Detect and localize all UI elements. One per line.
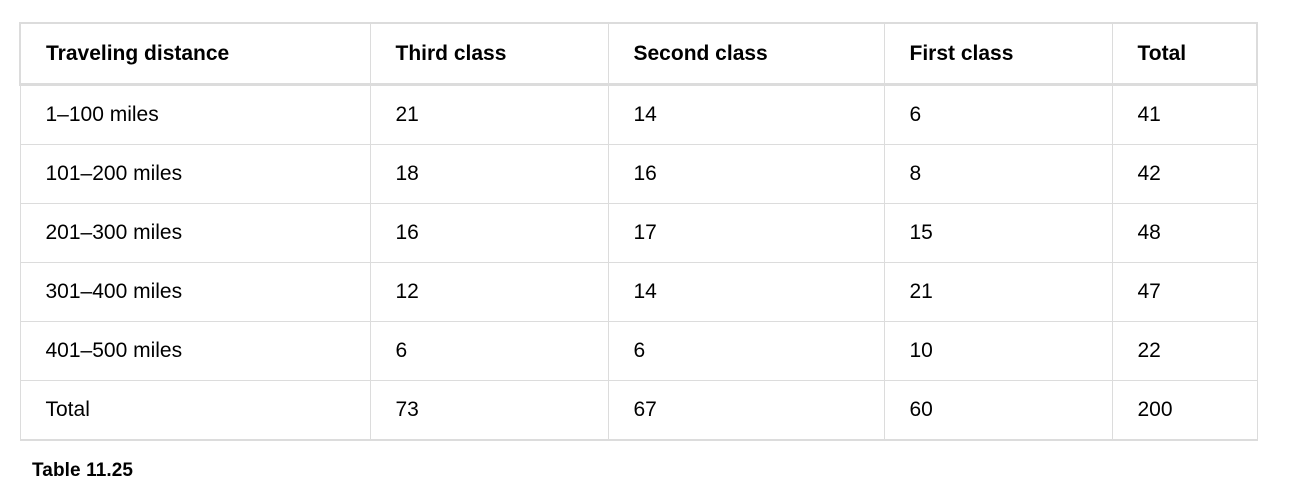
table-cell: 18 [369,144,609,204]
table-cell: 14 [607,84,885,145]
table-cell: 60 [883,380,1113,441]
table-cell: 101–200 miles [19,144,371,204]
table-cell: 201–300 miles [19,203,371,263]
table-cell: 21 [883,262,1113,322]
table-cell: 200 [1111,380,1258,441]
table-cell: 6 [607,321,885,381]
header-second-class: Second class [607,22,885,86]
table-cell: 42 [1111,144,1258,204]
table-cell: 8 [883,144,1113,204]
table-cell: 14 [607,262,885,322]
table-cell: 6 [883,84,1113,145]
table-row: 1–100 miles 21 14 6 41 [19,84,1258,145]
table-cell: 48 [1111,203,1258,263]
data-table: Traveling distance Third class Second cl… [19,22,1258,441]
table-cell: 67 [607,380,885,441]
table-cell: 401–500 miles [19,321,371,381]
header-total: Total [1111,22,1258,86]
table-row: 201–300 miles 16 17 15 48 [19,203,1258,263]
header-row: Traveling distance Third class Second cl… [19,22,1258,86]
table-cell: 6 [369,321,609,381]
table-cell: 15 [883,203,1113,263]
table-cell: Total [19,380,371,441]
header-first-class: First class [883,22,1113,86]
table-cell: 41 [1111,84,1258,145]
table-caption: Table 11.25 [32,460,134,481]
table-cell: 73 [369,380,609,441]
table-cell: 17 [607,203,885,263]
table-cell: 16 [369,203,609,263]
table-cell: 12 [369,262,609,322]
table-cell: 21 [369,84,609,145]
table-cell: 10 [883,321,1113,381]
table-cell: 301–400 miles [19,262,371,322]
table-cell: 22 [1111,321,1258,381]
header-traveling-distance: Traveling distance [19,22,371,86]
table-row: 401–500 miles 6 6 10 22 [19,321,1258,381]
table-cell: 16 [607,144,885,204]
header-third-class: Third class [369,22,609,86]
table-cell: 1–100 miles [19,84,371,145]
table-row: 101–200 miles 18 16 8 42 [19,144,1258,204]
table-cell: 47 [1111,262,1258,322]
table-container: Traveling distance Third class Second cl… [19,22,1258,441]
total-row: Total 73 67 60 200 [19,380,1258,441]
table-row: 301–400 miles 12 14 21 47 [19,262,1258,322]
